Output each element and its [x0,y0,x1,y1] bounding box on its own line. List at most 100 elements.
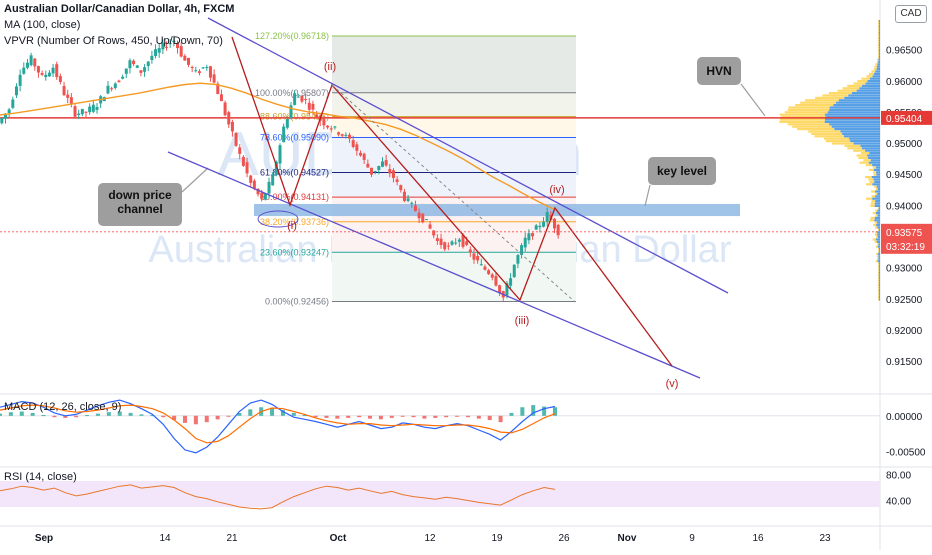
macd-histogram-bar [509,412,514,416]
volume-profile-bar [856,89,880,92]
channel-lower-line [167,151,701,379]
candle-body [278,145,282,164]
candle-body [348,134,352,139]
candle-body [51,67,55,74]
volume-profile-bar [877,257,879,260]
channel-callout-pointer [181,167,209,193]
volume-profile-bar [874,204,880,207]
volume-profile-bar [829,108,880,111]
candle-body [143,67,147,72]
volume-profile-bar [875,190,880,193]
fib-level-label: 78.60%(0.95090) [260,132,329,142]
volume-profile-bar [878,44,880,47]
fib-level-label: 0.00%(0.92456) [265,297,329,307]
candle-body [476,255,480,261]
candle-body [157,48,161,53]
macd-histogram-bar [248,409,253,416]
candle-body [406,198,410,201]
candle-body [18,74,22,86]
ma-legend: MA (100, close) [4,19,81,31]
volume-profile-bar [878,32,880,35]
elliott-wave-label: (ii) [324,61,336,73]
macd-histogram-bar [498,415,503,423]
fib-level-label: 100.00%(0.95807) [255,88,329,98]
volume-profile-bar [795,104,834,107]
price-axis-tick: 0.92000 [886,326,923,337]
volume-profile-bar [874,65,877,68]
candle-body [230,121,234,132]
candle-body [465,241,469,245]
volume-profile-bar [843,135,880,138]
candle-body [234,132,238,146]
volume-profile-bar [873,68,877,71]
volume-profile-bar [878,269,880,272]
candle-body [186,57,190,65]
down-channel-callout: down price channel [98,183,182,226]
volume-profile-bar [865,183,873,186]
volume-profile-bar [877,188,880,191]
elliott-wave-path [231,36,673,367]
macd-histogram-bar [237,412,242,416]
candle-body [113,83,117,89]
macd-histogram-bar [161,415,166,418]
macd-histogram-bar [128,412,133,416]
candle-body [435,238,439,241]
volume-profile-bar [878,264,880,267]
currency-badge[interactable]: CAD [895,5,927,23]
volume-profile-bar [829,106,880,109]
volume-profile-bar [875,214,878,217]
volume-profile-bar [872,166,877,169]
price-axis-tick: 0.93000 [886,264,923,275]
volume-profile-bar [853,142,880,145]
volume-profile-bar [853,149,866,152]
candle-body [531,233,535,237]
candle-body [527,233,531,241]
macd-histogram-bar [346,415,351,418]
volume-profile-bar [870,216,875,219]
hvn-price-tag [881,110,932,125]
vpvr-legend: VPVR (Number Of Rows, 450, Up/Down, 70) [4,35,223,47]
candle-body [62,85,66,96]
candle-body [516,255,520,264]
macd-histogram-bar [291,412,296,416]
candle-body [69,97,73,104]
volume-profile-bar [825,140,851,143]
last-price-tag [881,223,932,254]
price-axis-tick: 0.91500 [886,357,923,368]
volume-profile-bar [861,84,880,87]
candle-body [223,102,227,116]
volume-profile-bar [878,22,879,25]
volume-profile-bar [858,156,869,159]
volume-profile-bar [878,51,879,54]
macd-histogram-bar [280,410,285,416]
elliott-wave-label: (i) [287,220,297,232]
volume-profile-bar [878,250,880,253]
candle-body [183,55,187,61]
volume-profile-bar [872,183,880,186]
volume-profile-bar [878,53,879,56]
volume-profile-bar [878,269,879,272]
volume-profile-bar [875,195,880,198]
volume-profile-bar [867,154,880,157]
fib-level-label: 38.20%(0.93736) [260,217,329,227]
volume-profile-bar [878,255,880,258]
candle-body [370,167,374,175]
volume-profile-bar [868,178,874,181]
time-axis-tick: 19 [491,533,503,544]
candle-body [176,43,180,49]
volume-profile-bar [877,255,879,258]
fib-zone-shade [332,116,576,138]
volume-profile-bar [871,195,876,198]
volume-profile-bar [859,87,880,90]
volume-profile-bar [875,192,878,195]
rsi-line [0,484,556,510]
volume-profile-bar [876,68,880,71]
candle-body [7,109,11,114]
volume-profile-bar [867,80,880,83]
volume-profile-bar [878,250,879,253]
fib-level-label: 127.20%(0.96718) [255,31,329,41]
candle-body [0,117,4,124]
volume-profile-bar [871,70,876,73]
